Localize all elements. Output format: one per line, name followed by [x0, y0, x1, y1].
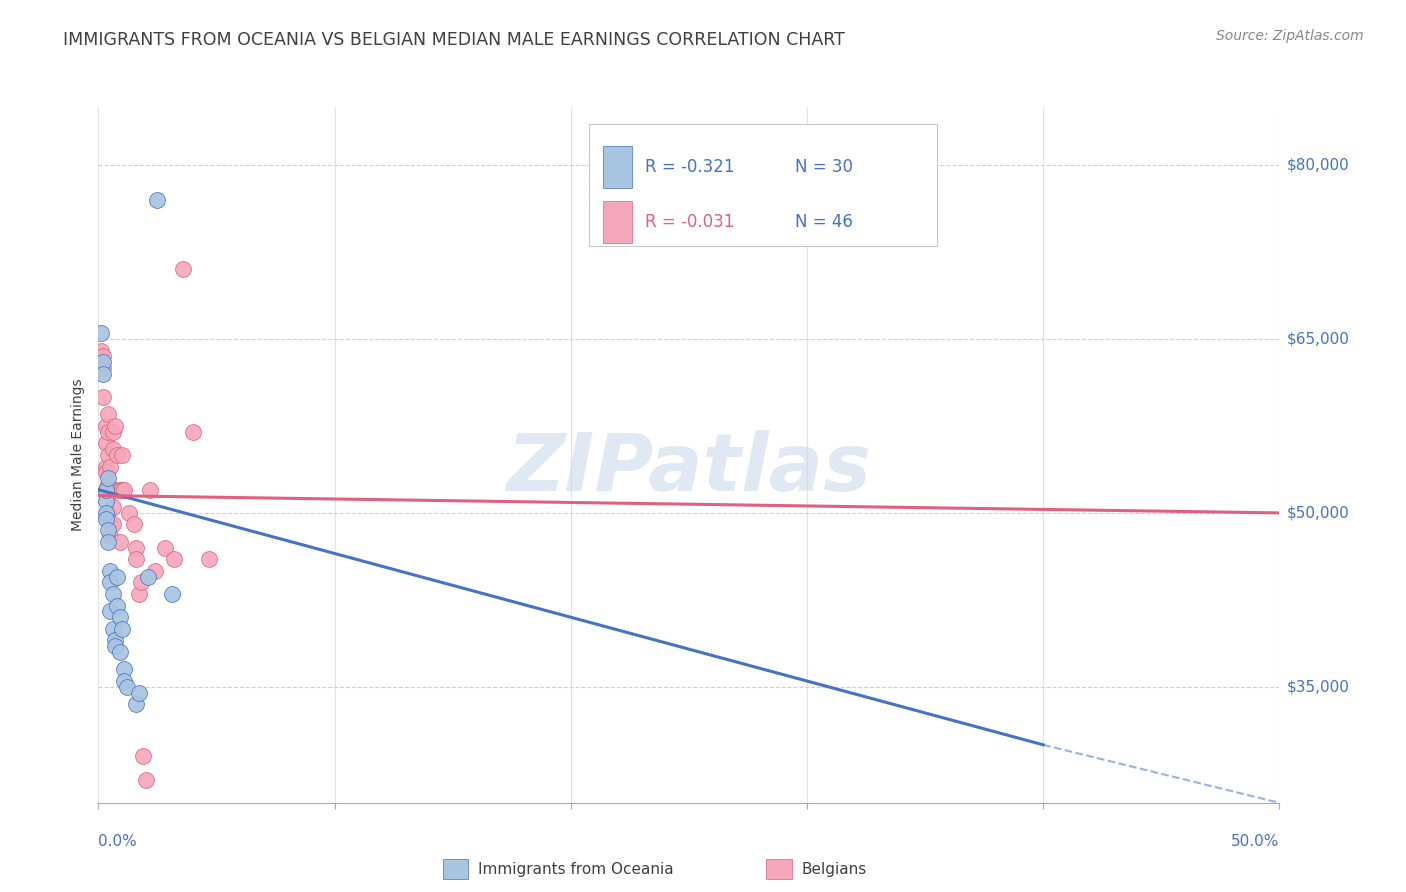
Point	[94, 436, 117, 450]
Point	[128, 587, 150, 601]
Point	[112, 674, 135, 689]
Text: 50.0%: 50.0%	[1232, 834, 1279, 849]
Point	[125, 698, 148, 712]
Point	[98, 575, 121, 590]
Bar	[589, 124, 936, 246]
Point	[91, 390, 114, 404]
Point	[94, 483, 117, 497]
Point	[108, 645, 131, 659]
Point	[97, 471, 120, 485]
Point	[94, 459, 117, 474]
Text: Source: ZipAtlas.com: Source: ZipAtlas.com	[1216, 29, 1364, 43]
Point	[181, 425, 204, 439]
Point	[108, 483, 131, 497]
Point	[104, 639, 127, 653]
Text: R = -0.321: R = -0.321	[645, 158, 735, 176]
Point	[98, 483, 121, 497]
Text: $65,000: $65,000	[1286, 332, 1350, 346]
Point	[98, 529, 121, 543]
Point	[91, 350, 114, 364]
Point	[136, 570, 159, 584]
Point	[132, 749, 155, 764]
Point	[105, 448, 128, 462]
Point	[118, 506, 141, 520]
Point	[105, 570, 128, 584]
Bar	[603, 201, 633, 243]
Point	[104, 633, 127, 648]
Point	[98, 605, 121, 619]
Point	[91, 355, 114, 369]
Point	[101, 483, 124, 497]
Point	[101, 442, 124, 457]
Point	[135, 772, 157, 787]
Point	[153, 541, 176, 555]
Point	[115, 680, 138, 694]
Point	[108, 610, 131, 624]
Point	[98, 459, 121, 474]
Point	[97, 448, 120, 462]
Point	[172, 262, 194, 277]
Point	[91, 367, 114, 381]
Text: $80,000: $80,000	[1286, 158, 1350, 172]
Point	[111, 483, 134, 497]
Point	[97, 476, 120, 491]
Point	[160, 587, 183, 601]
Text: Immigrants from Oceania: Immigrants from Oceania	[478, 863, 673, 877]
Point	[98, 564, 121, 578]
Text: N = 46: N = 46	[796, 213, 853, 231]
Point	[97, 523, 120, 537]
Point	[111, 448, 134, 462]
Point	[98, 517, 121, 532]
Point	[122, 517, 145, 532]
Text: $50,000: $50,000	[1286, 506, 1350, 520]
Point	[139, 483, 162, 497]
Bar	[603, 146, 633, 188]
Point	[97, 534, 120, 549]
Point	[198, 552, 221, 566]
Point	[94, 483, 117, 497]
Point	[90, 326, 112, 341]
Text: R = -0.031: R = -0.031	[645, 213, 734, 231]
Point	[94, 466, 117, 480]
Point	[104, 483, 127, 497]
Point	[97, 407, 120, 422]
Text: IMMIGRANTS FROM OCEANIA VS BELGIAN MEDIAN MALE EARNINGS CORRELATION CHART: IMMIGRANTS FROM OCEANIA VS BELGIAN MEDIA…	[63, 31, 845, 49]
Point	[101, 587, 124, 601]
Point	[105, 599, 128, 613]
Point	[129, 575, 152, 590]
Point	[94, 511, 117, 525]
Point	[101, 517, 124, 532]
Point	[101, 425, 124, 439]
Y-axis label: Median Male Earnings: Median Male Earnings	[72, 378, 86, 532]
Point	[111, 622, 134, 636]
Point	[94, 506, 117, 520]
Text: Belgians: Belgians	[801, 863, 866, 877]
Point	[163, 552, 186, 566]
Point	[97, 506, 120, 520]
Point	[125, 541, 148, 555]
Text: 0.0%: 0.0%	[98, 834, 138, 849]
Point	[108, 534, 131, 549]
Point	[97, 425, 120, 439]
Point	[101, 622, 124, 636]
Text: $35,000: $35,000	[1286, 680, 1350, 694]
Point	[104, 419, 127, 434]
Point	[94, 494, 117, 508]
Point	[125, 552, 148, 566]
Point	[128, 686, 150, 700]
Point	[146, 193, 169, 207]
Point	[91, 361, 114, 376]
Point	[143, 564, 166, 578]
Point	[90, 343, 112, 358]
Point	[112, 662, 135, 677]
Point	[94, 419, 117, 434]
Point	[112, 483, 135, 497]
Text: ZIPatlas: ZIPatlas	[506, 430, 872, 508]
Text: N = 30: N = 30	[796, 158, 853, 176]
Point	[101, 500, 124, 514]
